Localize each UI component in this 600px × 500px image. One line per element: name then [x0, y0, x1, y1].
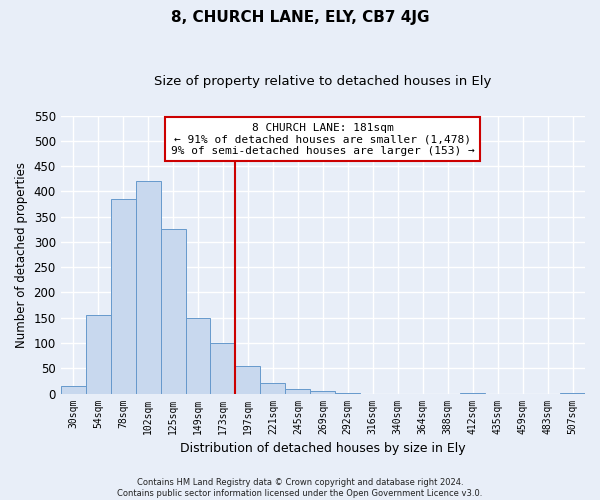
Title: Size of property relative to detached houses in Ely: Size of property relative to detached ho…: [154, 75, 491, 88]
Bar: [335, 392, 360, 394]
Bar: [86, 315, 110, 394]
Text: 8, CHURCH LANE, ELY, CB7 4JG: 8, CHURCH LANE, ELY, CB7 4JG: [171, 10, 429, 25]
Bar: [110, 199, 136, 394]
Bar: [185, 318, 211, 394]
X-axis label: Distribution of detached houses by size in Ely: Distribution of detached houses by size …: [180, 442, 466, 455]
Bar: [136, 182, 161, 394]
Bar: [161, 230, 185, 394]
Bar: [211, 343, 235, 394]
Text: Contains HM Land Registry data © Crown copyright and database right 2024.
Contai: Contains HM Land Registry data © Crown c…: [118, 478, 482, 498]
Bar: [260, 384, 286, 394]
Bar: [235, 366, 260, 394]
Bar: [560, 392, 585, 394]
Bar: [286, 388, 310, 394]
Bar: [460, 392, 485, 394]
Text: 8 CHURCH LANE: 181sqm
← 91% of detached houses are smaller (1,478)
9% of semi-de: 8 CHURCH LANE: 181sqm ← 91% of detached …: [171, 122, 475, 156]
Bar: [310, 391, 335, 394]
Bar: [61, 386, 86, 394]
Y-axis label: Number of detached properties: Number of detached properties: [15, 162, 28, 348]
